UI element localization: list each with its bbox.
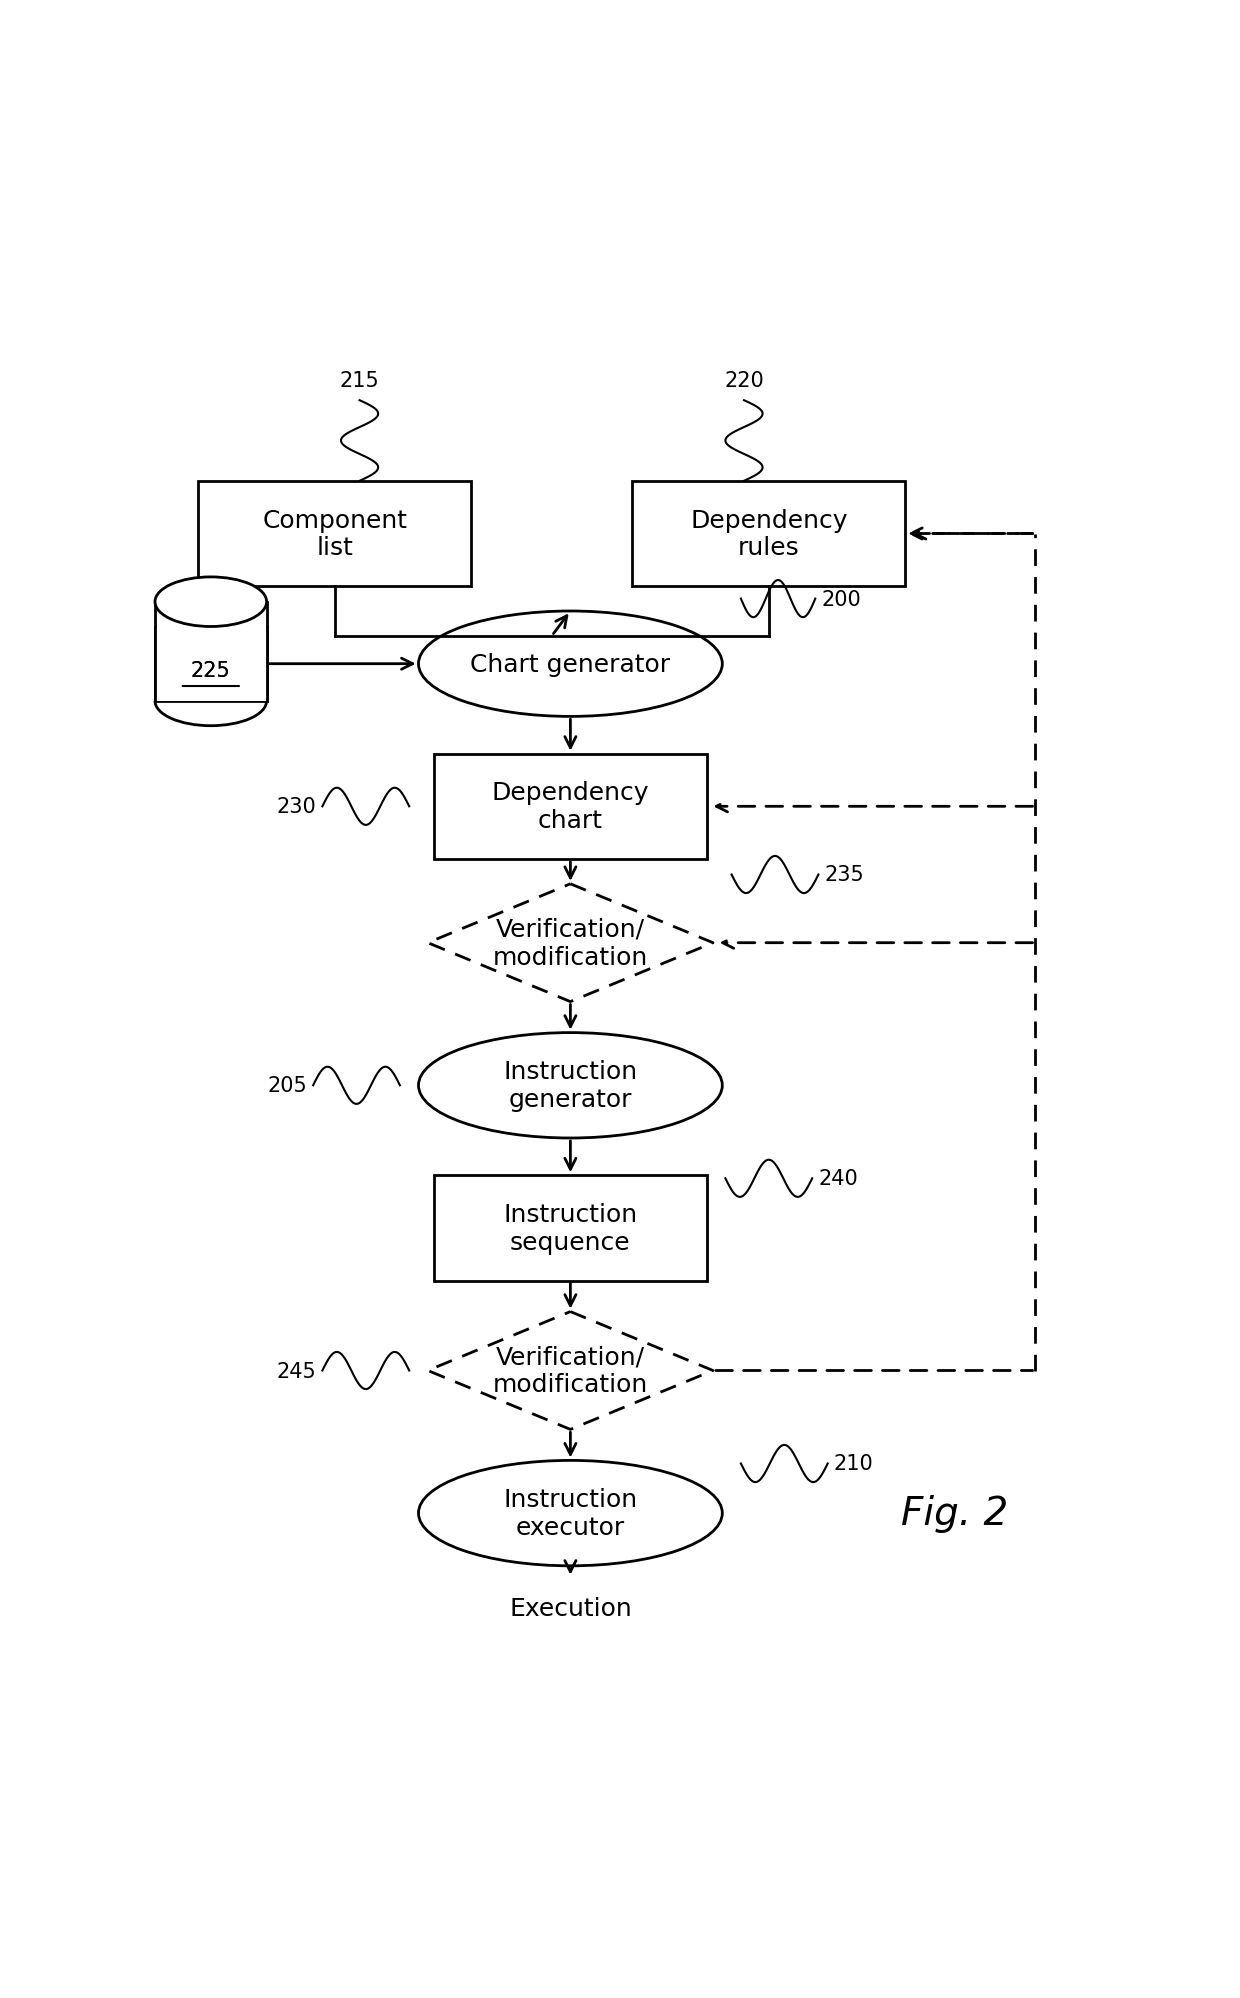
Text: Execution: Execution xyxy=(510,1596,631,1620)
Text: 240: 240 xyxy=(818,1169,858,1189)
Text: 210: 210 xyxy=(833,1455,874,1475)
Text: 225: 225 xyxy=(191,661,231,681)
Text: 245: 245 xyxy=(277,1361,316,1381)
Text: Instruction
executor: Instruction executor xyxy=(503,1487,637,1538)
Text: 230: 230 xyxy=(277,797,316,817)
Ellipse shape xyxy=(419,1461,722,1566)
Ellipse shape xyxy=(419,611,722,717)
FancyBboxPatch shape xyxy=(155,603,267,701)
Text: 220: 220 xyxy=(724,372,764,392)
Text: Instruction
sequence: Instruction sequence xyxy=(503,1203,637,1255)
Text: 225: 225 xyxy=(191,661,231,681)
FancyBboxPatch shape xyxy=(434,1175,707,1281)
Text: 215: 215 xyxy=(340,372,379,392)
Text: Verification/
modification: Verification/ modification xyxy=(492,1345,649,1397)
Text: Component
list: Component list xyxy=(263,507,407,559)
Text: Chart generator: Chart generator xyxy=(470,653,671,677)
FancyBboxPatch shape xyxy=(434,753,707,859)
Text: 235: 235 xyxy=(825,865,864,885)
Text: 205: 205 xyxy=(267,1075,306,1095)
Text: Instruction
generator: Instruction generator xyxy=(503,1059,637,1111)
Text: Dependency
rules: Dependency rules xyxy=(689,507,848,559)
FancyBboxPatch shape xyxy=(155,627,267,701)
Ellipse shape xyxy=(419,1033,722,1139)
Text: Verification/
modification: Verification/ modification xyxy=(492,917,649,969)
FancyBboxPatch shape xyxy=(632,482,905,587)
Text: Fig. 2: Fig. 2 xyxy=(901,1495,1008,1532)
Text: Dependency
chart: Dependency chart xyxy=(491,781,650,833)
Ellipse shape xyxy=(155,577,267,627)
FancyBboxPatch shape xyxy=(198,482,471,587)
Text: 200: 200 xyxy=(821,589,862,609)
